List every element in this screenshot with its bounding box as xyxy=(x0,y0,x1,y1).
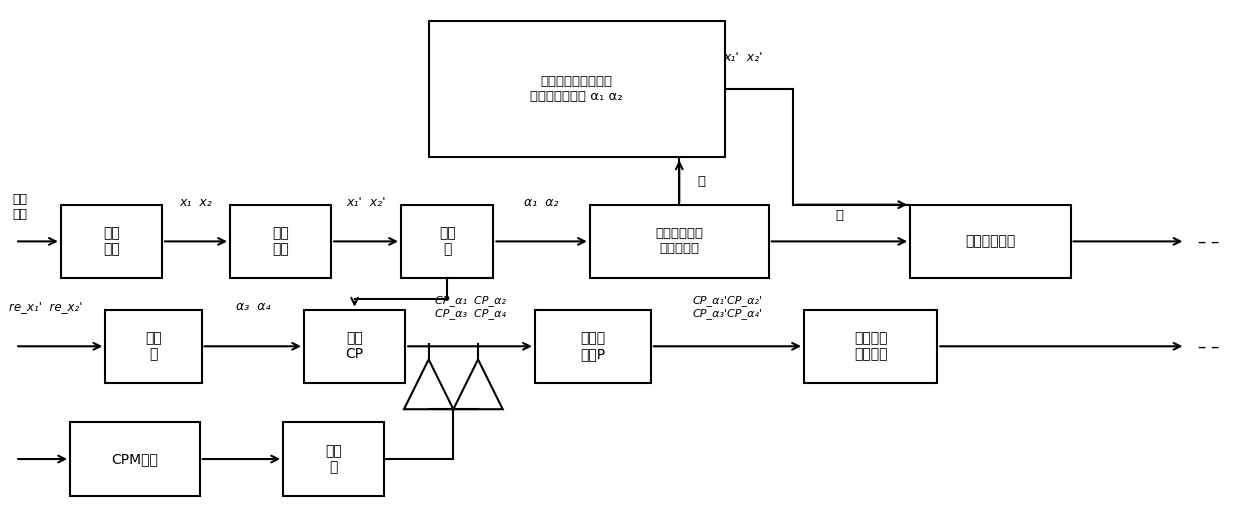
Text: CP_α₁  CP_α₂
CP_α₃  CP_α₄: CP_α₁ CP_α₂ CP_α₃ CP_α₄ xyxy=(434,295,506,319)
Bar xyxy=(304,310,405,383)
Text: α₃  α₄: α₃ α₄ xyxy=(236,301,270,313)
Text: 预编
码: 预编 码 xyxy=(145,331,161,361)
Bar xyxy=(105,310,202,383)
Text: x₁  x₂: x₁ x₂ xyxy=(180,196,212,209)
Text: 预编
码: 预编 码 xyxy=(439,226,455,257)
Text: –: – xyxy=(1198,337,1207,355)
Text: –: – xyxy=(1198,232,1207,250)
Bar xyxy=(910,205,1070,278)
Text: 映射到两
发射天线: 映射到两 发射天线 xyxy=(854,331,888,361)
Text: 上变
频: 上变 频 xyxy=(325,444,342,474)
Text: CPM调制: CPM调制 xyxy=(112,452,159,466)
Text: 增加
冗余: 增加 冗余 xyxy=(272,226,289,257)
Text: α₁  α₂: α₁ α₂ xyxy=(525,196,559,209)
Bar xyxy=(61,205,162,278)
Text: 判断是否改变
冗余位符号: 判断是否改变 冗余位符号 xyxy=(655,227,703,255)
Bar xyxy=(229,205,331,278)
Text: CP_α₁'CP_α₂'
CP_α₃'CP_α₄': CP_α₁'CP_α₂' CP_α₃'CP_α₄' xyxy=(692,295,763,319)
Bar xyxy=(534,310,651,383)
Text: 添加
CP: 添加 CP xyxy=(346,331,363,361)
Text: 改变冗余位并修改相
应预编码后数据 α₁ α₂: 改变冗余位并修改相 应预编码后数据 α₁ α₂ xyxy=(531,75,624,103)
Bar xyxy=(804,310,937,383)
Text: 是: 是 xyxy=(697,174,706,188)
Text: x₁'  x₂': x₁' x₂' xyxy=(346,196,386,209)
Text: 输入
数据: 输入 数据 xyxy=(12,193,27,222)
Text: 数据反转取负: 数据反转取负 xyxy=(965,234,1016,249)
Text: –: – xyxy=(1210,337,1219,355)
Bar xyxy=(283,422,384,496)
Text: re_x₁'  re_x₂': re_x₁' re_x₂' xyxy=(9,301,82,313)
Text: 分段
映射: 分段 映射 xyxy=(103,226,120,257)
Text: 否: 否 xyxy=(836,209,843,222)
Text: 添加头
符号P: 添加头 符号P xyxy=(580,331,605,361)
Bar xyxy=(429,21,725,157)
Text: x₁'  x₂': x₁' x₂' xyxy=(724,51,763,64)
Text: –: – xyxy=(1210,232,1219,250)
Bar xyxy=(69,422,200,496)
Bar xyxy=(401,205,494,278)
Bar xyxy=(590,205,769,278)
